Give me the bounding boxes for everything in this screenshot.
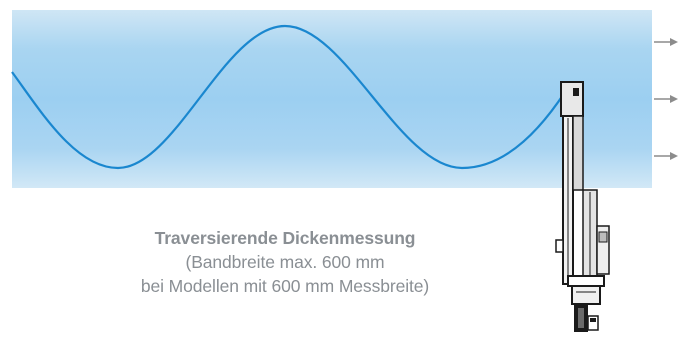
right-arrow-icon — [654, 38, 678, 46]
traversing-gauge-device — [555, 81, 610, 332]
material-band — [12, 10, 652, 188]
right-arrow-icon — [654, 152, 678, 160]
caption-title: Traversierende Dickenmessung — [154, 228, 416, 248]
caption: Traversierende Dickenmessung (Bandbreite… — [90, 226, 480, 298]
caption-line-3: bei Modellen mit 600 mm Messbreite) — [140, 276, 430, 296]
right-arrow-icon — [654, 95, 678, 103]
caption-line-2: (Bandbreite max. 600 mm — [185, 252, 385, 272]
traverse-path-wave — [11, 24, 566, 170]
flow-arrows — [654, 38, 678, 160]
